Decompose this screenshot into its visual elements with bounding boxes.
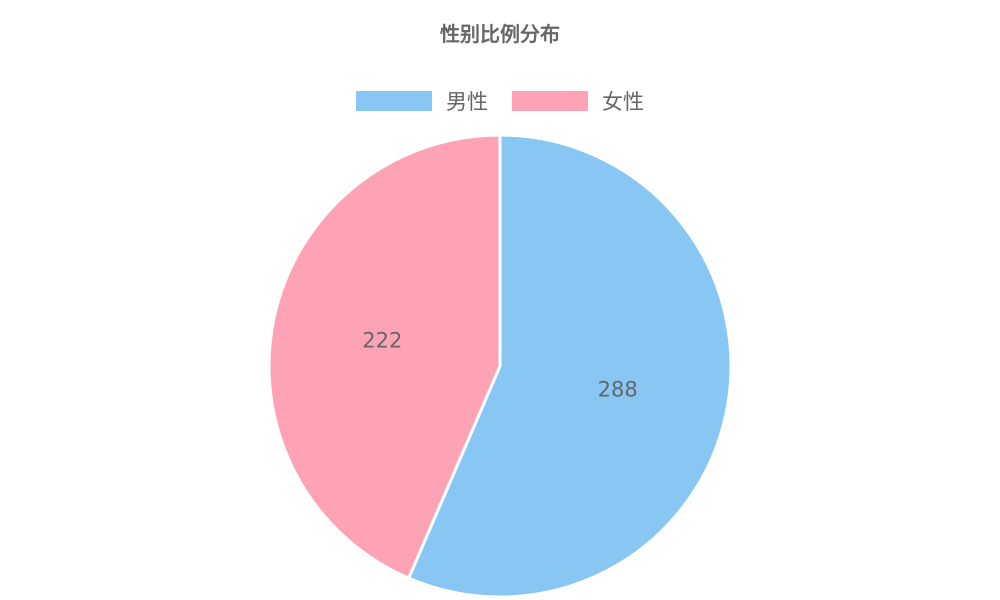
legend-label-male: 男性: [446, 90, 488, 114]
legend-swatch-female: [512, 91, 588, 111]
legend-label-female: 女性: [602, 90, 644, 114]
legend-item-male[interactable]: 男性: [356, 86, 488, 116]
pie-slice-female[interactable]: [267, 133, 502, 581]
legend-swatch-male: [356, 91, 432, 111]
legend-item-female[interactable]: 女性: [512, 86, 644, 116]
slice-label-male: 288: [598, 377, 638, 401]
legend: 男性 女性: [0, 86, 1000, 116]
pie-slice-male[interactable]: [406, 133, 733, 599]
chart-title: 性别比例分布: [440, 22, 560, 46]
slice-label-female: 222: [362, 329, 402, 353]
